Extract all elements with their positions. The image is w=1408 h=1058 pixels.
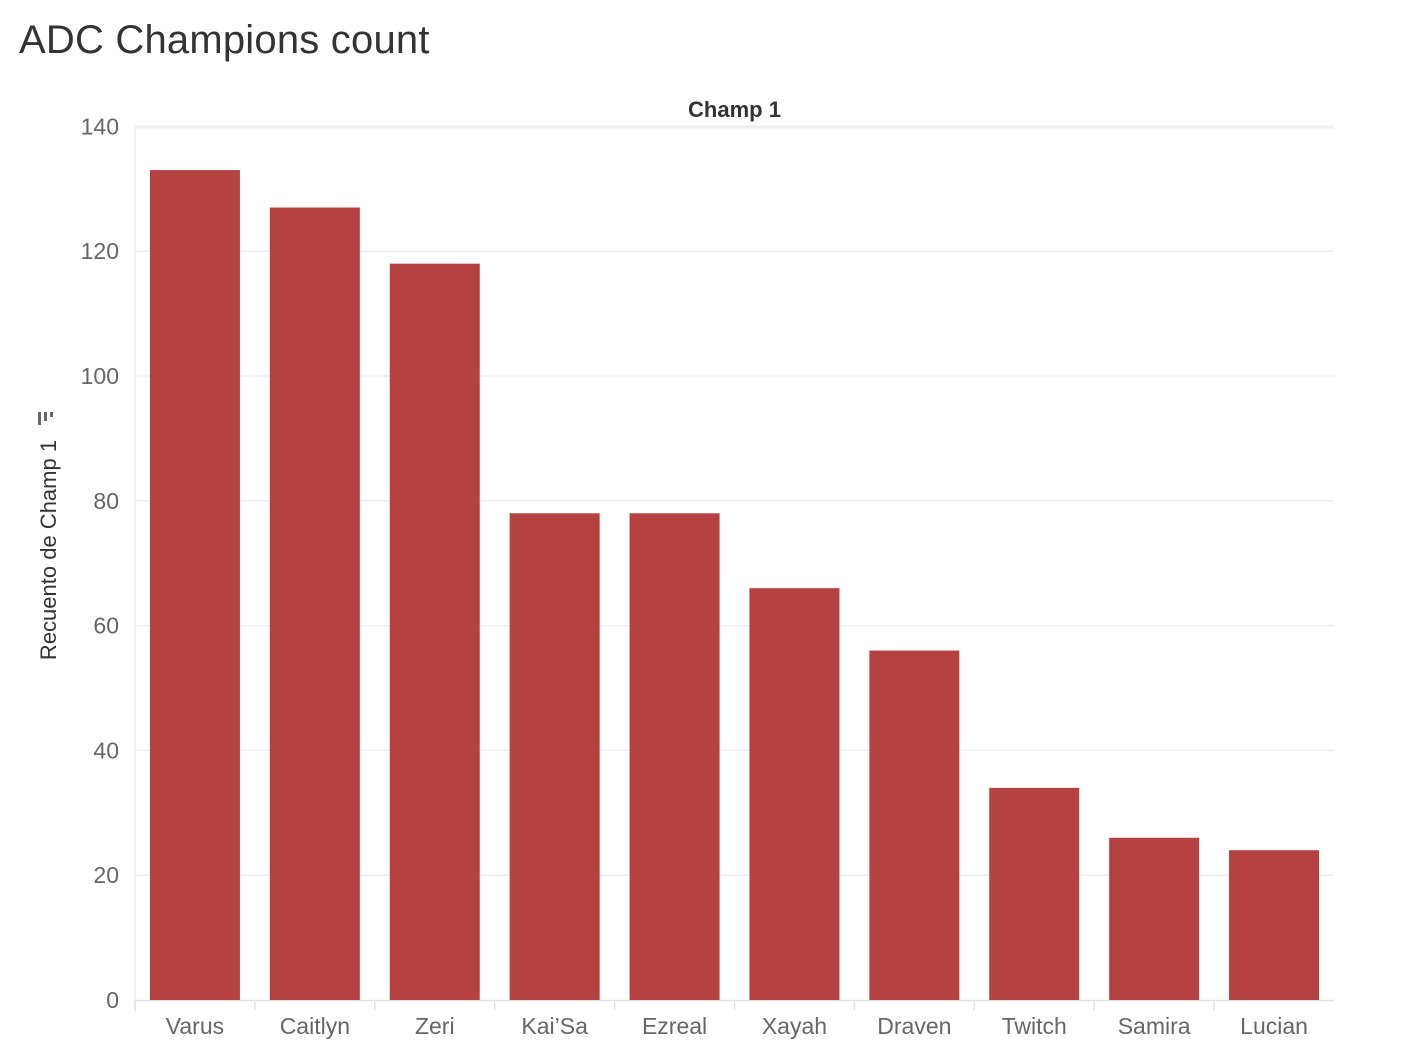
y-axis-title: Recuento de Champ 1 [36, 440, 61, 660]
y-tick-label: 60 [93, 613, 119, 639]
sort-icon-bar [44, 412, 47, 421]
bar-caitlyn[interactable] [269, 207, 360, 1000]
sort-descending-icon[interactable] [38, 412, 53, 425]
x-tick-label: Kai’Sa [521, 1013, 588, 1039]
x-tick-label: Zeri [415, 1013, 455, 1039]
chart-title: ADC Champions count [19, 18, 430, 62]
x-tick-label: Lucian [1240, 1013, 1308, 1039]
y-tick-label: 100 [81, 363, 119, 389]
x-tick-label: Samira [1118, 1013, 1191, 1039]
bar-kai-sa[interactable] [509, 513, 600, 1000]
x-tick-label: Varus [166, 1013, 224, 1039]
y-axis-ticks: 0 20 40 60 80 100 120 140 [81, 113, 119, 1013]
x-tick-label: Ezreal [642, 1013, 707, 1039]
column-header: Champ 1 [688, 97, 781, 122]
y-tick-label: 140 [81, 113, 119, 139]
bar-lucian[interactable] [1229, 850, 1320, 1000]
bar-xayah[interactable] [749, 588, 840, 1000]
x-tick-label: Twitch [1002, 1013, 1067, 1039]
x-axis-ticks: Varus Caitlyn Zeri Kai’Sa Ezreal Xayah Draven T… [134, 1000, 1308, 1039]
y-tick-label: 0 [106, 987, 119, 1013]
bar-varus[interactable] [149, 170, 240, 1000]
bars [149, 170, 1320, 1000]
x-tick-label: Draven [877, 1013, 951, 1039]
y-tick-label: 120 [81, 238, 119, 264]
x-tick-label: Xayah [762, 1013, 827, 1039]
bar-zeri[interactable] [389, 263, 480, 1000]
y-tick-label: 40 [93, 737, 119, 763]
x-tick-label: Caitlyn [280, 1013, 350, 1039]
sort-icon-bar [38, 412, 41, 425]
bar-ezreal[interactable] [629, 513, 720, 1000]
bar-twitch[interactable] [989, 787, 1080, 1000]
bar-draven[interactable] [869, 650, 960, 1000]
bar-samira[interactable] [1109, 837, 1200, 1000]
y-tick-label: 20 [93, 862, 119, 888]
y-tick-label: 80 [93, 488, 119, 514]
sort-icon-bar [50, 412, 53, 417]
